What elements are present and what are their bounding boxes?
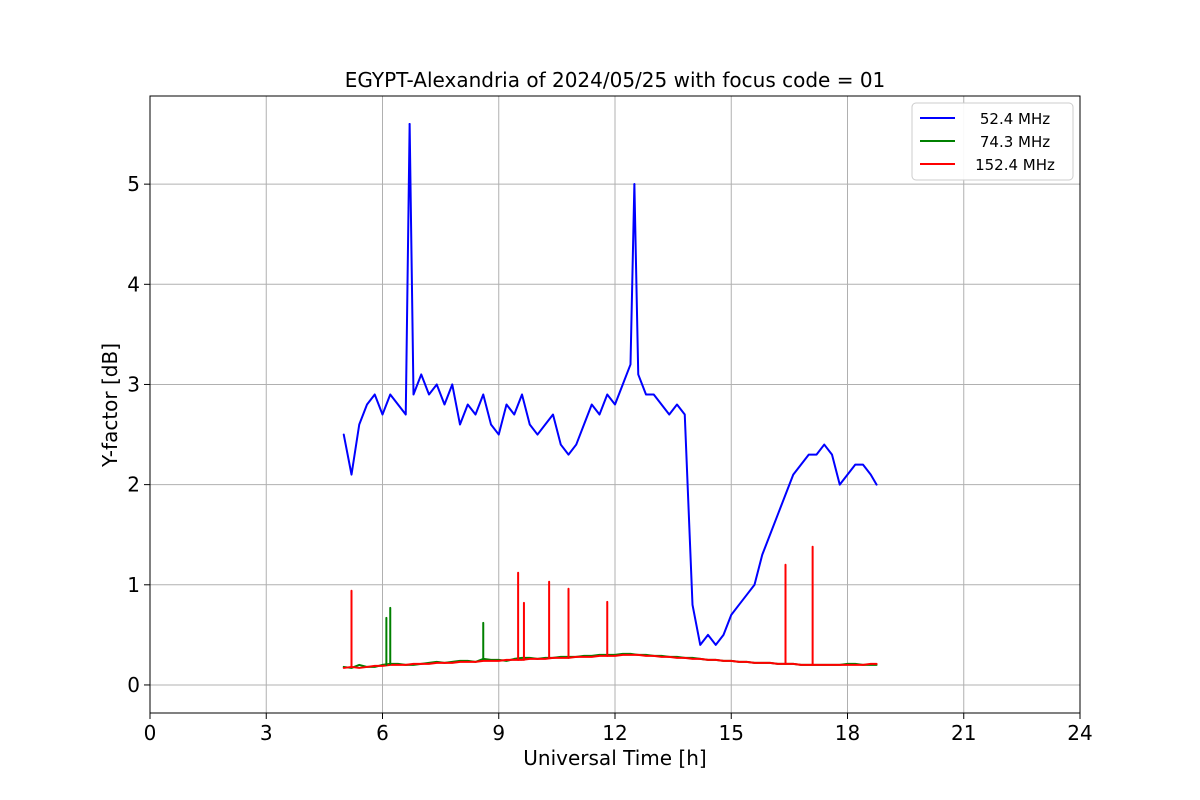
x-tick-label: 18 xyxy=(835,721,860,745)
series-layer xyxy=(342,123,878,669)
y-tick-label: 5 xyxy=(127,172,140,196)
legend-items: 52.4 MHz 74.3 MHz 152.4 MHz xyxy=(920,110,1055,174)
x-tick-label: 12 xyxy=(602,721,627,745)
x-tick-label: 21 xyxy=(951,721,976,745)
x-tick-label: 6 xyxy=(376,721,389,745)
y-tick-label: 0 xyxy=(127,673,140,697)
x-tick-label: 15 xyxy=(719,721,744,745)
x-tick-label: 3 xyxy=(260,721,273,745)
legend-label-152-4-mhz: 152.4 MHz xyxy=(975,156,1055,174)
y-axis-title: Y-factor [dB] xyxy=(98,343,122,468)
y-tick-label: 2 xyxy=(127,473,140,497)
series-152-4-mhz-line xyxy=(342,653,878,669)
legend-label-52-4-mhz: 52.4 MHz xyxy=(980,110,1050,128)
x-tick-label: 24 xyxy=(1067,721,1092,745)
legend: 52.4 MHz 74.3 MHz 152.4 MHz xyxy=(911,102,1074,181)
x-tick-label: 0 xyxy=(144,721,157,745)
series-52-4-mhz-line xyxy=(342,123,878,646)
y-tick-label: 3 xyxy=(127,372,140,396)
y-tick-label: 4 xyxy=(127,272,140,296)
y-tick-label: 1 xyxy=(127,573,140,597)
legend-frame xyxy=(911,102,1074,181)
legend-label-74-3-mhz: 74.3 MHz xyxy=(980,133,1050,151)
grid-layer xyxy=(149,96,1081,713)
chart-title: EGYPT-Alexandria of 2024/05/25 with focu… xyxy=(345,68,886,92)
x-axis-title: Universal Time [h] xyxy=(523,746,706,770)
x-tick-label: 9 xyxy=(492,721,505,745)
